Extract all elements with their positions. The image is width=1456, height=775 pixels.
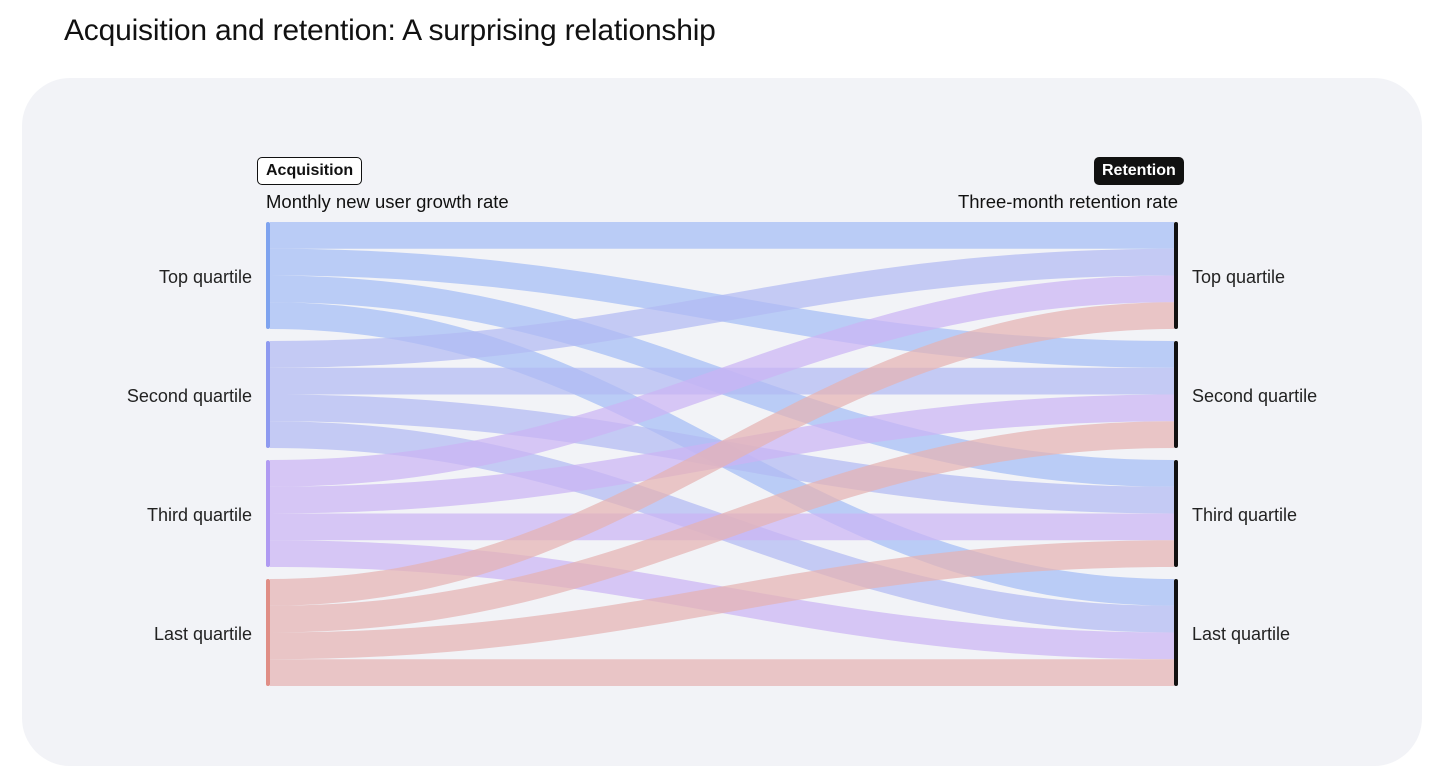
right-node-third [1174,460,1178,567]
sankey-links [270,222,1174,686]
left-node-third [266,460,270,567]
left-node-top [266,222,270,329]
left-node-second [266,341,270,448]
left-node-label-second: Second quartile [126,386,252,406]
right-node-top [1174,222,1178,329]
right-node-second [1174,341,1178,448]
flow-last-to-last [270,659,1174,686]
chart-panel [22,78,1422,766]
acquisition-tag: Acquisition [257,157,363,185]
right-node-label-top: Top quartile [1192,267,1286,287]
retention-tag: Retention [1094,157,1184,185]
left-node-label-third: Third quartile [146,505,252,525]
right-node-label-last: Last quartile [1192,624,1291,644]
flow-last-to-top [270,302,1174,606]
right-node-label-third: Third quartile [1192,505,1298,525]
left-node-label-top: Top quartile [158,267,252,287]
flow-top-to-top [270,222,1174,249]
flow-last-to-second [270,421,1174,633]
retention-axis-title: Three-month retention rate [957,191,1178,212]
flow-third-to-top [270,275,1174,487]
right-node-last [1174,579,1178,686]
flow-last-to-third [270,540,1174,660]
flow-second-to-top [270,248,1174,368]
right-node-label-second: Second quartile [1192,386,1318,406]
page-title: Acquisition and retention: A surprising … [64,14,716,47]
left-node-last [266,579,270,686]
left-node-label-last: Last quartile [153,624,252,644]
acquisition-axis-title: Monthly new user growth rate [266,191,509,212]
sankey-nodes [266,222,1178,686]
